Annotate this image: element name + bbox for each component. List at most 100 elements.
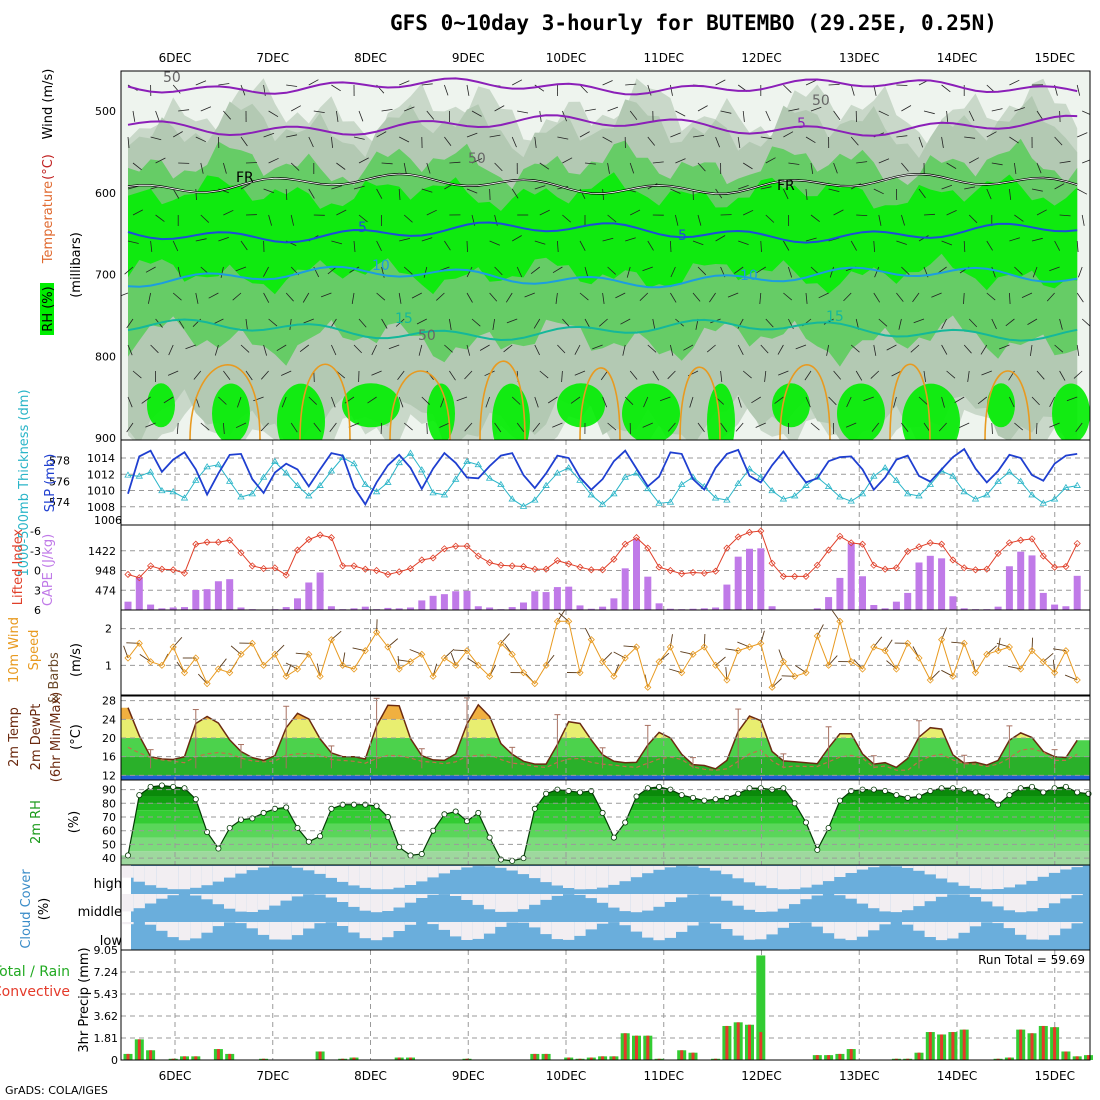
wind-barb <box>647 240 654 251</box>
thickness-point <box>225 477 234 484</box>
wind-barb <box>176 422 179 435</box>
contour-label: 10 <box>372 258 390 274</box>
wind-speed-point <box>316 672 324 680</box>
wind-barb <box>512 79 523 86</box>
cloud-gap <box>551 922 563 940</box>
cloud-gap <box>404 866 417 885</box>
wind-speed-point <box>836 617 844 625</box>
wind-barb <box>1027 318 1038 325</box>
wind-barb <box>642 266 653 272</box>
wind-barb <box>874 266 880 278</box>
wind-barb <box>697 105 708 112</box>
precip-conv-bar <box>962 1029 966 1060</box>
cloud-gap <box>834 894 846 896</box>
wind-barb <box>329 422 337 433</box>
precip-conv-bar <box>567 1057 571 1060</box>
wind-speed-point <box>915 654 923 662</box>
precip-conv-bar <box>623 1033 627 1060</box>
wind-barb <box>562 214 571 223</box>
cloud-gap <box>890 894 902 913</box>
wind-barb <box>1005 318 1015 327</box>
wind-speed-point <box>350 665 358 673</box>
cloud-gap <box>167 894 179 896</box>
cape-bar <box>327 606 335 610</box>
cloud-gap <box>483 922 496 934</box>
wind-barb <box>630 209 641 216</box>
wind-barb <box>670 188 681 194</box>
precip-conv-bar <box>680 1050 684 1060</box>
cloud-gap <box>969 866 982 889</box>
cloud-gap <box>450 894 462 896</box>
precip-conv-bar <box>996 1058 1000 1060</box>
isotherm--5 <box>127 114 1078 137</box>
wind-speed-point <box>802 669 810 677</box>
wind-barb <box>132 209 143 216</box>
li-point <box>519 562 528 571</box>
li-point <box>180 569 189 577</box>
wind-barb <box>150 136 162 141</box>
cloud-gap <box>416 866 428 882</box>
wind-barb <box>331 185 343 190</box>
wind-barb <box>991 108 1003 112</box>
wind-speed-point <box>926 676 934 684</box>
rh-blob <box>902 383 960 440</box>
rh-blob <box>707 383 735 440</box>
wind10-label-2: Speed <box>27 630 42 671</box>
rh-point <box>1006 792 1013 799</box>
wind-barb <box>388 344 400 350</box>
precip-conv-bar <box>589 1057 593 1060</box>
cape-bar <box>192 590 200 610</box>
cloud-gap <box>766 922 778 935</box>
thickness-point <box>474 460 483 468</box>
wind-barb <box>856 161 868 164</box>
cloud-gap <box>664 894 676 902</box>
wind-barb <box>607 422 617 431</box>
wind-barb <box>268 110 279 118</box>
wind-barb <box>418 344 423 356</box>
wind-barb <box>870 370 880 379</box>
wind-barb <box>223 110 232 120</box>
cloud-gap <box>879 922 891 925</box>
temp-tick: 28 <box>102 695 116 708</box>
wind-barb <box>1036 209 1047 216</box>
cloud-gap <box>495 866 507 868</box>
cloud-gap <box>755 866 767 886</box>
wind-barb <box>652 161 664 164</box>
wind-barb <box>742 162 753 170</box>
wind-barb <box>411 292 422 299</box>
wind-speed-point <box>553 617 561 625</box>
cloud-gap <box>235 866 247 874</box>
wind-speed-point <box>1017 665 1025 673</box>
cloud-gap <box>811 894 823 896</box>
wind-speed-point <box>994 647 1002 655</box>
precip-conv-bar <box>714 1058 718 1060</box>
wind-barb <box>652 370 660 381</box>
li-point <box>192 540 200 548</box>
cape-bar <box>565 586 573 610</box>
cloud-gap <box>721 866 733 875</box>
precip-conv-bar <box>928 1032 932 1060</box>
wind-barb <box>805 136 816 144</box>
wind-barb <box>1059 160 1071 164</box>
thickness-point <box>135 472 144 479</box>
wind-barb <box>281 396 287 408</box>
cloud-gap <box>167 866 179 890</box>
wind-barb <box>426 209 437 216</box>
cloud-gap <box>935 922 948 941</box>
wind-barb <box>737 396 742 408</box>
wind-barb <box>421 237 433 242</box>
wind-barb <box>299 344 310 353</box>
cloud-gap <box>359 894 371 911</box>
cloud-gap <box>427 894 439 895</box>
rh-legend-swatch <box>40 283 54 335</box>
wind-speed-point <box>440 654 448 662</box>
wind-speed-point <box>712 661 720 669</box>
wind-barb <box>697 214 702 226</box>
wind-barb <box>602 237 614 242</box>
wind-speed-point <box>1039 658 1047 666</box>
rh-tick: 40 <box>102 852 116 865</box>
cloud-gap <box>596 866 609 888</box>
wind-barb <box>268 318 278 327</box>
wind-barb <box>449 370 456 381</box>
wind-barb <box>1009 396 1015 408</box>
